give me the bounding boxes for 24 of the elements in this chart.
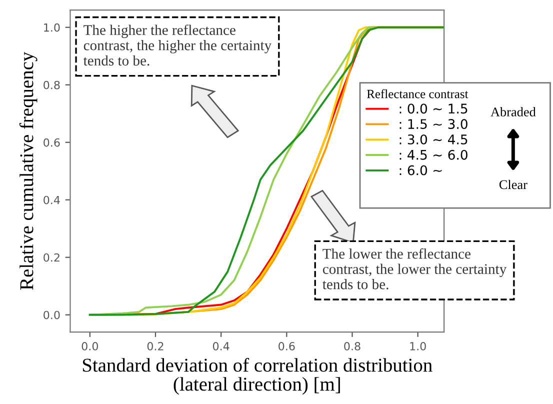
- legend-label: : 6.0 ~: [400, 165, 442, 176]
- text: Abraded: [490, 107, 536, 116]
- x-tick-label: 0.4: [212, 342, 230, 350]
- x-tick-label: 1.0: [410, 342, 426, 350]
- legend-label: : 0.0 ~ 1.5: [400, 104, 468, 114]
- y-tick-label: 0.4: [44, 196, 60, 204]
- annotation: The lower the reflectance contrast, the lower the certainty tends to be.: [322, 248, 507, 290]
- legend-label: : 1.5 ~ 3.0: [400, 119, 468, 130]
- legend-title: Reflectance contrast: [366, 89, 468, 98]
- x-tick-label: 0.2: [147, 342, 164, 350]
- y-tick-label: 0.6: [44, 138, 60, 147]
- x-tick-label: 0.0: [82, 342, 98, 350]
- y-tick-label: 1.0: [44, 23, 60, 32]
- legend-label: : 4.5 ~ 6.0: [400, 150, 468, 160]
- x-tick-label: 0.8: [344, 342, 360, 350]
- x-tick-label: 0.6: [278, 342, 295, 350]
- y-tick-label: 0.2: [44, 253, 60, 262]
- legend-label: : 3.0 ~ 4.5: [400, 134, 468, 144]
- y-axis-title: Relative cumulative frequency: [19, 52, 38, 290]
- annotation: The higher the reflectance contrast, the higher the certainty tends to be.: [83, 24, 272, 66]
- y-tick-label: 0.0: [44, 310, 60, 320]
- y-tick-label: 0.8: [44, 80, 60, 90]
- x-axis-title: Standard deviation of correlation distribution (lateral direction) [m]: [82, 358, 432, 395]
- text: Clear: [499, 180, 528, 190]
